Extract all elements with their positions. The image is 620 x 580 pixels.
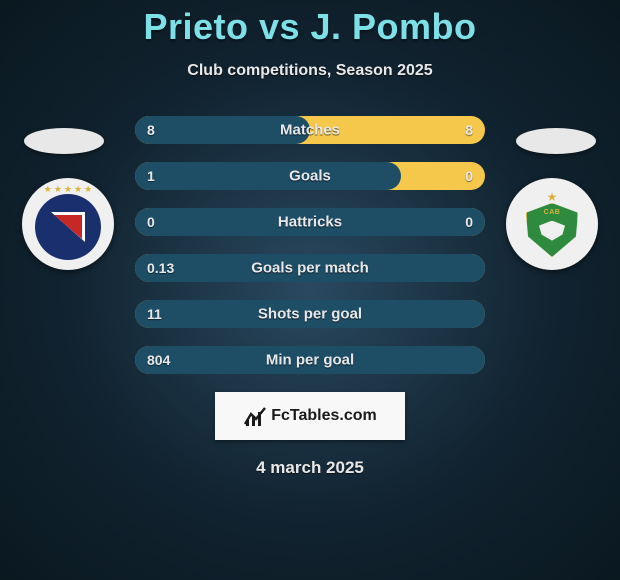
comparison-subtitle: Club competitions, Season 2025 bbox=[0, 62, 620, 80]
stat-right-value: 0 bbox=[465, 168, 473, 184]
stat-row: 804 Min per goal bbox=[135, 346, 485, 374]
stat-left-value: 1 bbox=[147, 168, 155, 184]
comparison-title: Prieto vs J. Pombo bbox=[0, 0, 620, 48]
right-badge-shield-icon: CAB bbox=[526, 203, 578, 257]
stat-row: 11 Shots per goal bbox=[135, 300, 485, 328]
stat-label: Goals bbox=[289, 168, 331, 185]
stat-left-value: 0.13 bbox=[147, 260, 174, 276]
brand-box: FcTables.com bbox=[215, 392, 405, 440]
stat-label: Matches bbox=[280, 122, 340, 139]
stat-right-value: 0 bbox=[465, 214, 473, 230]
brand-text: FcTables.com bbox=[271, 407, 377, 425]
stat-bar-fill bbox=[135, 162, 401, 190]
left-club-badge: ★★★★★ bbox=[22, 178, 114, 270]
right-badge-shield-wrap: ★ CAB bbox=[523, 191, 581, 257]
stat-left-value: 804 bbox=[147, 352, 170, 368]
stat-left-value: 8 bbox=[147, 122, 155, 138]
comparison-date: 4 march 2025 bbox=[0, 458, 620, 478]
stat-row: 1 0 Goals bbox=[135, 162, 485, 190]
stat-row: 8 8 Matches bbox=[135, 116, 485, 144]
stat-row: 0 0 Hattricks bbox=[135, 208, 485, 236]
stat-label: Min per goal bbox=[266, 352, 354, 369]
right-badge-inner-shield bbox=[539, 221, 565, 241]
right-badge-star-icon: ★ bbox=[547, 191, 558, 203]
stat-label: Shots per goal bbox=[258, 306, 362, 323]
right-badge-text: CAB bbox=[544, 209, 561, 216]
left-badge-inner bbox=[35, 194, 101, 260]
right-club-badge: ★ CAB bbox=[506, 178, 598, 270]
left-badge-pennant-icon bbox=[51, 212, 85, 242]
stat-right-value: 8 bbox=[465, 122, 473, 138]
right-flag bbox=[516, 128, 596, 154]
stat-row: 0.13 Goals per match bbox=[135, 254, 485, 282]
stat-left-value: 11 bbox=[147, 306, 162, 322]
left-flag bbox=[24, 128, 104, 154]
stat-label: Goals per match bbox=[251, 260, 369, 277]
stat-label: Hattricks bbox=[278, 214, 342, 231]
stat-left-value: 0 bbox=[147, 214, 155, 230]
brand-chart-icon bbox=[243, 404, 267, 428]
